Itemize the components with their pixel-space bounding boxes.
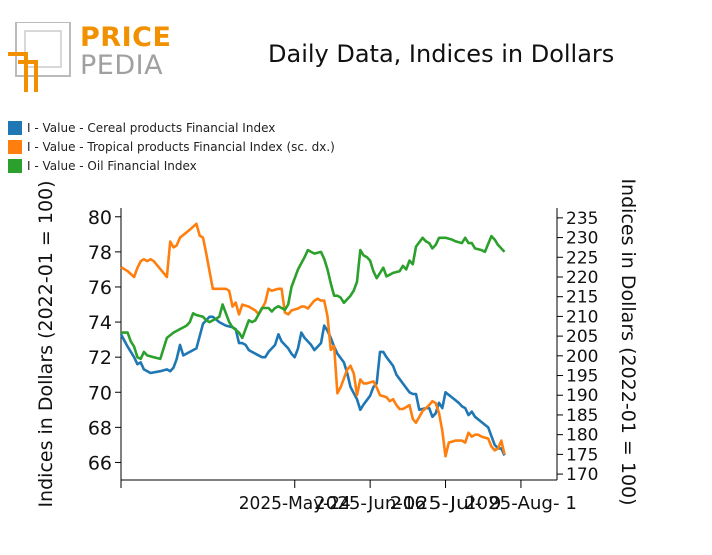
pricepedia-logo: PRICE PEDIA [8, 21, 172, 92]
y-right-axis-title: Indices in Dollars (2022-01 = 100) [617, 178, 639, 505]
legend-swatch [8, 158, 22, 173]
y-right-tick-label: 175 [566, 445, 598, 465]
legend-label: I - Value - Cereal products Financial In… [27, 120, 276, 135]
y-right-tick-label: 195 [566, 367, 598, 387]
y-right-tick-label: 235 [566, 209, 598, 229]
y-right-tick-label: 190 [566, 386, 598, 406]
y-left-tick-label: 70 [88, 382, 112, 404]
logo-word-price: PRICE [80, 22, 172, 53]
logo-mark-icon [8, 21, 71, 92]
x-tick-label: 2025-Jun-16 [314, 493, 426, 514]
y-right-tick-label: 185 [566, 406, 598, 426]
y-right-tick-label: 230 [566, 229, 598, 249]
series-line [120, 222, 506, 458]
y-left-axis-title: Indices in Dollars (2022-01 = 100) [35, 180, 57, 507]
y-left-tick-label: 74 [88, 312, 112, 334]
y-left-tick-label: 68 [88, 417, 112, 439]
series-line [121, 234, 506, 361]
legend-label: I - Value - Oil Financial Index [27, 158, 197, 173]
chart-title: Daily Data, Indices in Dollars [268, 40, 615, 68]
series-line [119, 315, 506, 456]
logo-word-pedia: PEDIA [80, 50, 164, 81]
legend-item: I - Value - Cereal products Financial In… [8, 118, 335, 137]
legend-swatch [8, 139, 22, 154]
y-left-tick-label: 66 [88, 452, 112, 474]
x-tick-label: 2025-May-24 [239, 493, 351, 514]
y-right-tick-label: 225 [566, 248, 598, 268]
chart-legend: I - Value - Cereal products Financial In… [8, 118, 335, 175]
y-left-tick-label: 80 [88, 207, 112, 229]
y-left-tick-label: 72 [88, 347, 112, 369]
legend-swatch [8, 120, 22, 135]
y-right-tick-label: 215 [566, 288, 598, 308]
legend-item: I - Value - Tropical products Financial … [8, 137, 335, 156]
y-right-tick-label: 200 [566, 347, 598, 367]
y-right-tick-label: 210 [566, 307, 598, 327]
x-tick-label: 2025-Jul- 9 [390, 493, 502, 514]
x-tick-label: 2025-Aug- 1 [465, 493, 577, 514]
legend-label: I - Value - Tropical products Financial … [27, 139, 335, 154]
y-left-tick-label: 78 [88, 242, 112, 264]
y-right-tick-label: 205 [566, 327, 598, 347]
y-right-tick-label: 180 [566, 426, 598, 446]
y-right-tick-label: 170 [566, 465, 598, 485]
legend-item: I - Value - Oil Financial Index [8, 156, 335, 175]
y-right-tick-label: 220 [566, 268, 598, 288]
y-left-tick-label: 76 [88, 277, 112, 299]
